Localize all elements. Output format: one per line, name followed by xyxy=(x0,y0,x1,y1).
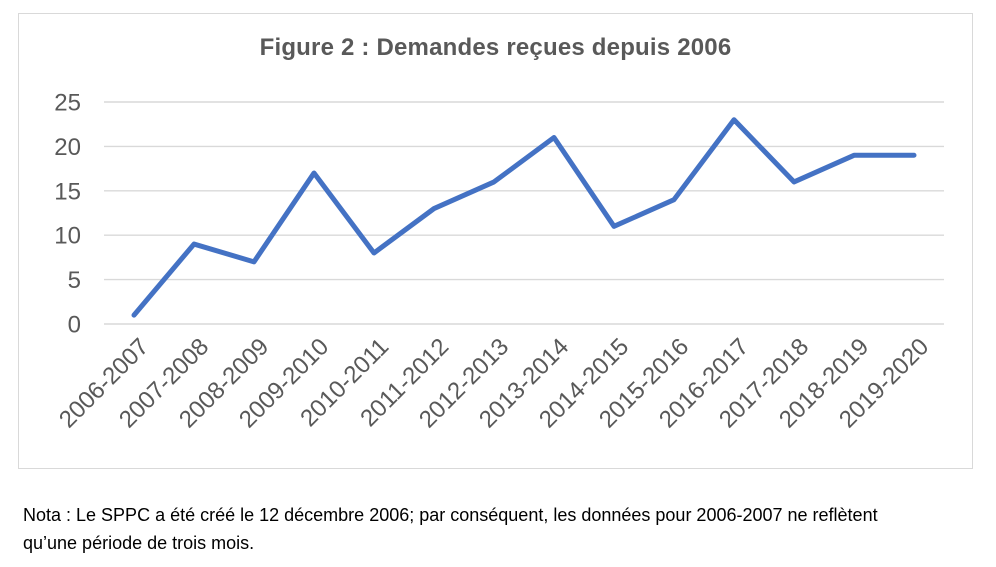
y-tick-label: 15 xyxy=(54,178,81,205)
series-line xyxy=(131,117,917,318)
y-tick-label: 0 xyxy=(68,312,81,339)
y-tick-label: 20 xyxy=(54,134,81,161)
chart-title: Figure 2 : Demandes reçues depuis 2006 xyxy=(259,34,732,61)
figure-note: Nota : Le SPPC a été créé le 12 décembre… xyxy=(23,505,878,553)
line-chart-canvas: 05101520252006-20072007-20082008-2009200… xyxy=(54,90,944,433)
chart-frame: 0 5 10 15 20 25 2006-2007 2007-2008 2008-2009 200… xyxy=(18,13,973,469)
y-tick-label: 10 xyxy=(54,223,81,250)
y-tick-label: 5 xyxy=(68,267,81,294)
y-tick-label: 25 xyxy=(54,90,81,117)
